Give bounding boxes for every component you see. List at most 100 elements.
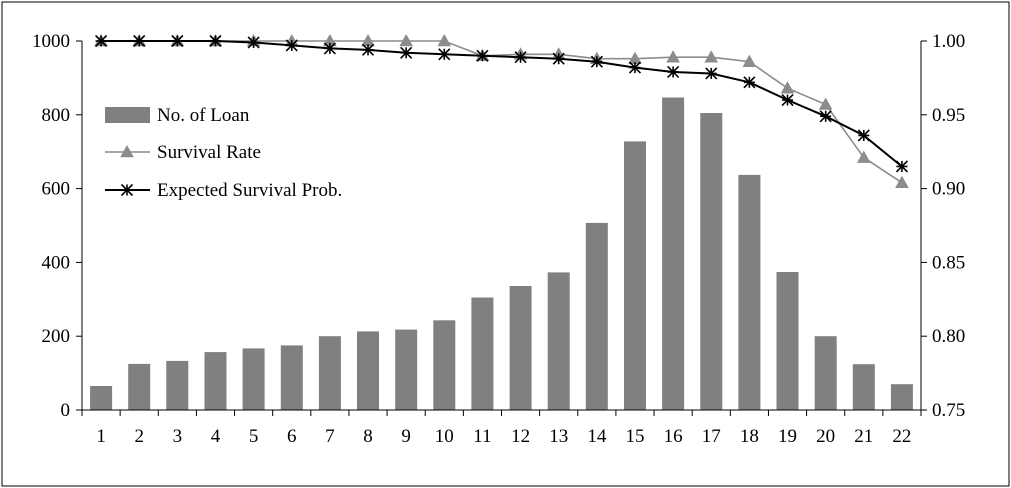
left-tick-label: 200 [42,326,71,347]
star-stroke [285,39,298,52]
star-stroke [361,43,375,56]
marker-expected-survival-prob-7 [323,42,336,55]
legend-item-survival-rate: Survival Rate [105,142,261,163]
marker-expected-survival-prob-12 [514,51,527,64]
star-stroke [590,55,603,68]
star-stroke [819,110,832,123]
right-tick-label: 0.95 [932,105,965,126]
marker-expected-survival-prob-13 [552,52,565,65]
marker-survival-rate-10 [437,33,452,47]
bar-18 [738,174,761,410]
legend-item-expected-survival-prob: Expected Survival Prob. [105,180,342,201]
star-stroke [552,52,565,65]
bar-1 [90,386,113,410]
x-tick-label: 4 [211,426,221,447]
bar-9 [395,329,418,410]
bars-layer [90,97,913,410]
marker-expected-survival-prob-2 [133,34,146,48]
axes-layer: 0 200 400 600 800 1000 0.75 0.80 0.85 0.90 0.95 1.0… [32,31,965,447]
star-stroke [438,48,451,61]
marker-expected-survival-prob-11 [476,49,489,62]
star-stroke [628,61,642,74]
bar-12 [509,286,532,410]
star-stroke [120,183,134,197]
left-tick-label: 1000 [32,31,70,52]
bar-20 [814,336,837,410]
bar-17 [700,113,723,410]
marker-survival-rate-16 [666,50,680,63]
star-stroke [514,51,527,64]
right-tick-label: 0.80 [932,326,965,347]
star-stroke [209,34,222,48]
lines-layer [94,33,909,188]
marker-expected-survival-prob-1 [95,34,108,48]
legend-item-bars: No. of Loan [105,105,250,126]
star-stroke [171,34,184,48]
marker-expected-survival-prob-14 [590,55,603,68]
legend-label-expected-survival-prob: Expected Survival Prob. [157,180,342,201]
star-stroke [781,93,794,107]
legend-marker-expected-survival-prob [120,183,134,197]
marker-expected-survival-prob-5 [247,36,260,49]
x-tick-label: 6 [287,426,297,447]
marker-expected-survival-prob-19 [781,93,794,107]
star-stroke [476,49,489,62]
x-tick-label: 16 [664,426,683,447]
star-stroke [743,76,756,89]
star-stroke [400,46,413,59]
left-tick-label: 400 [42,252,71,273]
marker-expected-survival-prob-21 [857,129,870,142]
bar-5 [242,348,265,410]
x-tick-label: 17 [702,426,721,447]
bar-16 [662,97,685,410]
marker-expected-survival-prob-3 [171,34,184,48]
star-stroke [323,42,336,55]
x-tick-label: 5 [249,426,259,447]
marker-survival-rate-20 [818,97,833,110]
bar-6 [280,345,303,410]
x-tick-label: 3 [173,426,183,447]
marker-survival-rate-21 [856,150,871,163]
bar-21 [852,364,875,410]
bar-7 [318,336,341,410]
bar-8 [357,331,379,410]
left-tick-label: 600 [42,179,71,200]
right-tick-label: 0.75 [932,400,965,421]
bar-22 [890,384,913,410]
star-stroke [857,129,870,142]
x-tick-label: 18 [740,426,759,447]
marker-expected-survival-prob-10 [438,48,451,61]
legend-label-bars: No. of Loan [157,105,250,126]
x-tick-label: 13 [549,426,568,447]
bar-4 [204,352,227,410]
x-tick-label: 2 [134,426,144,447]
x-tick-label: 7 [325,426,335,447]
bar-3 [166,360,189,410]
x-tick-label: 22 [892,426,911,447]
x-tick-label: 8 [363,426,373,447]
marker-expected-survival-prob-9 [400,46,413,59]
marker-expected-survival-prob-18 [743,76,756,89]
bar-2 [128,363,151,410]
star-stroke [133,34,146,48]
x-tick-label: 9 [401,426,411,447]
marker-expected-survival-prob-8 [361,43,375,56]
marker-expected-survival-prob-20 [819,110,832,123]
series-expected-survival-prob [95,34,908,173]
marker-survival-rate-19 [780,81,795,94]
marker-expected-survival-prob-6 [285,39,298,52]
x-tick-label: 15 [625,426,644,447]
star-stroke [247,36,260,49]
bar-15 [624,141,646,410]
marker-survival-rate-18 [742,54,757,67]
legend-marker-survival-rate [120,144,134,158]
right-tick-label: 0.85 [932,252,965,273]
x-tick-label: 21 [854,426,873,447]
legend-swatch-bars [105,107,150,123]
star-stroke [895,160,908,173]
legend: No. of Loan Survival Rate Expected Surviva… [105,105,342,201]
marker-expected-survival-prob-17 [705,67,718,80]
x-tick-label: 11 [473,426,491,447]
